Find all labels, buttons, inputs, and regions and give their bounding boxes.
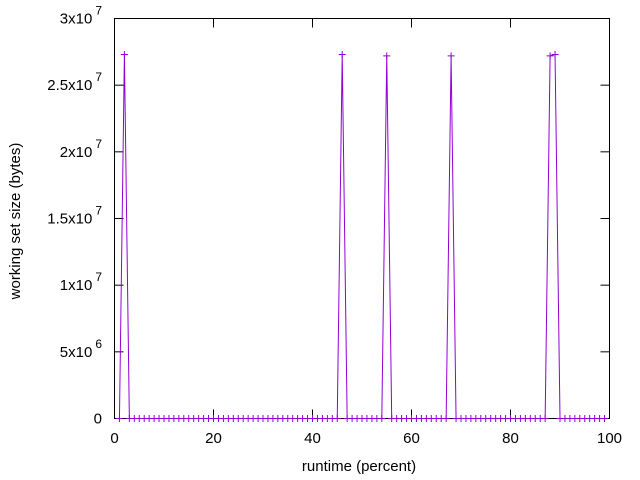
x-tick-label: 100 xyxy=(597,430,622,447)
x-tick-label: 20 xyxy=(205,430,222,447)
data-series xyxy=(115,51,609,422)
y-tick-label: 5x10 6 xyxy=(60,337,103,361)
y-tick-label: 0 xyxy=(94,411,102,428)
data-point xyxy=(338,51,346,58)
y-tick-label: 3x10 7 xyxy=(60,4,103,28)
x-axis-label: runtime (percent) xyxy=(302,458,416,475)
y-axis: 0 5x10 6 1x10 7 1.5x10 7 2x10 7 2.5x10 7 3x10 7 xyxy=(47,4,610,428)
data-point xyxy=(546,52,554,60)
data-point xyxy=(447,52,455,60)
y-tick-label: 2x10 7 xyxy=(60,137,103,161)
x-tick-label: 80 xyxy=(502,430,519,447)
data-point xyxy=(378,415,386,422)
data-point xyxy=(115,415,123,422)
data-point xyxy=(551,51,559,58)
y-tick-label: 1x10 7 xyxy=(60,270,103,294)
y-tick-label: 1.5x10 7 xyxy=(47,204,102,228)
x-axis: 0 20 40 60 80 100 xyxy=(110,18,622,447)
data-point xyxy=(120,51,128,58)
data-point xyxy=(442,415,450,422)
series-line xyxy=(118,53,605,419)
y-tick-label: 2.5x10 7 xyxy=(47,70,102,94)
plot-frame xyxy=(114,18,610,419)
data-point xyxy=(541,415,549,422)
data-point xyxy=(333,415,341,422)
data-point xyxy=(601,415,609,422)
data-point xyxy=(383,52,391,60)
x-tick-label: 40 xyxy=(304,430,321,447)
y-axis-label: working set size (bytes) xyxy=(7,143,24,301)
x-tick-label: 0 xyxy=(110,430,118,447)
x-tick-label: 60 xyxy=(403,430,420,447)
